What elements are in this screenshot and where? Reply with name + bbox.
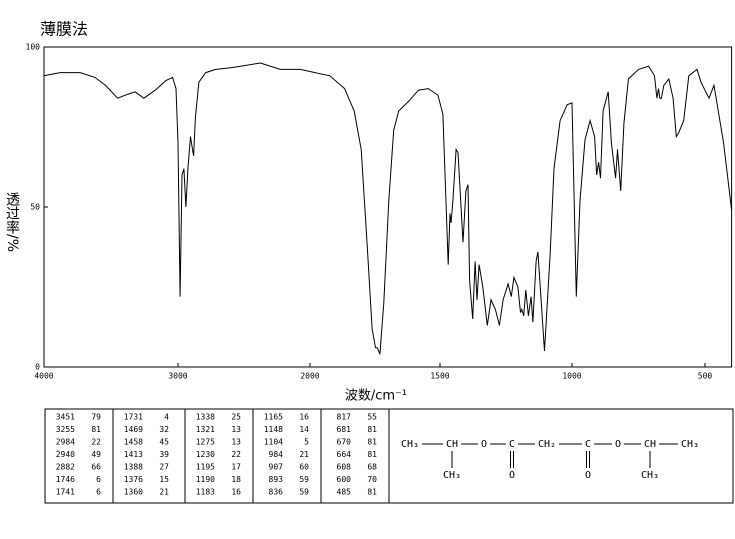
peak-wavenumber: 1230 (196, 450, 215, 459)
peak-wavenumber: 1195 (196, 463, 215, 472)
peak-transmittance: 16 (299, 413, 309, 422)
plot-frame (43, 46, 733, 368)
peak-wavenumber: 1376 (124, 475, 143, 484)
atom: C (509, 439, 515, 450)
peak-wavenumber: 1190 (196, 475, 215, 484)
peak-transmittance: 13 (231, 438, 241, 447)
peak-transmittance: 32 (159, 425, 169, 434)
chart-title: 薄膜法 (40, 20, 88, 39)
x-tick-label: 3000 (168, 372, 187, 381)
peak-transmittance: 81 (367, 488, 377, 497)
x-tick-label: 4000 (34, 372, 53, 381)
peak-transmittance: 60 (299, 463, 309, 472)
peak-transmittance: 14 (299, 425, 309, 434)
peak-wavenumber: 600 (337, 475, 352, 484)
atom: C (585, 439, 591, 450)
peak-wavenumber: 817 (337, 413, 352, 422)
atom: CH₃ (641, 470, 659, 481)
peak-wavenumber: 664 (337, 450, 352, 459)
atom: O (481, 439, 487, 450)
peak-transmittance: 4 (164, 413, 169, 422)
peak-wavenumber: 907 (269, 463, 284, 472)
atom: CH₃ (681, 439, 699, 450)
peak-transmittance: 18 (231, 475, 241, 484)
atom: CH₂ (538, 439, 556, 450)
peak-transmittance: 21 (299, 450, 309, 459)
peak-transmittance: 22 (231, 450, 241, 459)
atom: CH (644, 439, 656, 450)
atom: O (585, 470, 591, 481)
peak-wavenumber: 2984 (56, 438, 75, 447)
peak-wavenumber: 681 (337, 425, 352, 434)
peak-transmittance: 81 (367, 450, 377, 459)
atom: CH₃ (443, 470, 461, 481)
atom: O (615, 439, 621, 450)
peak-transmittance: 5 (304, 438, 309, 447)
peak-wavenumber: 1148 (264, 425, 283, 434)
peak-wavenumber: 893 (269, 475, 284, 484)
peak-wavenumber: 1388 (124, 463, 143, 472)
peak-wavenumber: 2940 (56, 450, 75, 459)
peak-transmittance: 68 (367, 463, 377, 472)
peak-wavenumber: 1741 (56, 488, 75, 497)
peak-transmittance: 6 (96, 488, 101, 497)
peak-transmittance: 21 (159, 488, 169, 497)
peak-transmittance: 25 (231, 413, 241, 422)
peak-transmittance: 59 (299, 488, 309, 497)
peak-wavenumber: 3451 (56, 413, 75, 422)
peak-transmittance: 59 (299, 475, 309, 484)
x-tick-label: 2000 (300, 372, 319, 381)
peak-wavenumber: 485 (337, 488, 352, 497)
peak-transmittance: 17 (231, 463, 241, 472)
peak-transmittance: 66 (91, 463, 101, 472)
peak-transmittance: 70 (367, 475, 377, 484)
peak-wavenumber: 2882 (56, 463, 75, 472)
peak-wavenumber: 1338 (196, 413, 215, 422)
peak-wavenumber: 1165 (264, 413, 283, 422)
peak-wavenumber: 1458 (124, 438, 143, 447)
peak-wavenumber: 1183 (196, 488, 215, 497)
x-axis-label: 波数/cm⁻¹ (345, 389, 407, 404)
y-tick-label: 100 (26, 43, 41, 52)
atom: CH₃ (401, 439, 419, 450)
peak-wavenumber: 1469 (124, 425, 143, 434)
peak-transmittance: 81 (367, 425, 377, 434)
peak-wavenumber: 1731 (124, 413, 143, 422)
atom: O (509, 470, 515, 481)
peak-wavenumber: 1104 (264, 438, 283, 447)
spectrum-line (43, 62, 733, 355)
peak-wavenumber: 1746 (56, 475, 75, 484)
y-tick-label: 50 (30, 203, 40, 212)
peak-wavenumber: 1275 (196, 438, 215, 447)
peak-transmittance: 79 (91, 413, 101, 422)
peak-transmittance: 15 (159, 475, 169, 484)
peak-wavenumber: 3255 (56, 425, 75, 434)
peak-wavenumber: 1321 (196, 425, 215, 434)
peak-transmittance: 49 (91, 450, 101, 459)
peak-transmittance: 16 (231, 488, 241, 497)
peak-transmittance: 22 (91, 438, 101, 447)
peak-transmittance: 55 (367, 413, 377, 422)
peak-wavenumber: 670 (337, 438, 352, 447)
peak-transmittance: 39 (159, 450, 169, 459)
peak-wavenumber: 836 (269, 488, 284, 497)
peak-transmittance: 81 (91, 425, 101, 434)
peak-wavenumber: 1413 (124, 450, 143, 459)
peak-wavenumber: 984 (269, 450, 284, 459)
x-tick-label: 500 (698, 372, 713, 381)
peak-wavenumber: 608 (337, 463, 352, 472)
y-axis-label: 透过率/% (4, 192, 20, 252)
peak-transmittance: 81 (367, 438, 377, 447)
x-tick-label: 1000 (562, 372, 581, 381)
peak-transmittance: 6 (96, 475, 101, 484)
atom: CH (446, 439, 458, 450)
peak-transmittance: 45 (159, 438, 169, 447)
peak-transmittance: 27 (159, 463, 169, 472)
peak-transmittance: 13 (231, 425, 241, 434)
y-tick-label: 0 (35, 363, 40, 372)
peak-wavenumber: 1360 (124, 488, 143, 497)
x-tick-label: 1500 (430, 372, 449, 381)
